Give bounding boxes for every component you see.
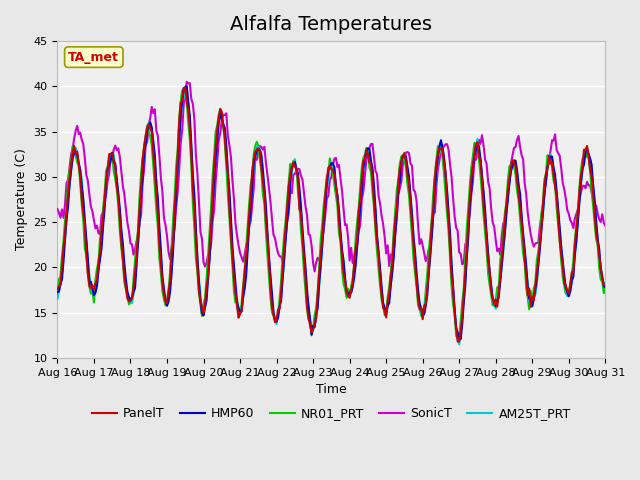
SonicT (183, 79, 191, 84)
HMP60 (183, 84, 191, 89)
HMP60 (367, 158, 375, 164)
SonicT (602, 223, 609, 228)
AM25T_PRT (181, 84, 189, 90)
HMP60 (538, 228, 545, 234)
NR01_PRT (181, 85, 189, 91)
HMP60 (397, 159, 405, 165)
Title: Alfalfa Temperatures: Alfalfa Temperatures (230, 15, 433, 34)
PanelT (54, 286, 61, 292)
NR01_PRT (68, 144, 76, 149)
Line: SonicT: SonicT (58, 82, 605, 272)
SonicT (538, 213, 545, 218)
AM25T_PRT (538, 223, 545, 229)
HMP60 (68, 156, 76, 161)
Line: NR01_PRT: NR01_PRT (58, 88, 605, 337)
AM25T_PRT (456, 342, 463, 348)
NR01_PRT (538, 211, 545, 216)
PanelT (156, 243, 163, 249)
NR01_PRT (367, 168, 375, 174)
SonicT (68, 145, 76, 151)
AM25T_PRT (367, 157, 375, 163)
HMP60 (156, 225, 163, 230)
NR01_PRT (397, 153, 405, 159)
Legend: PanelT, HMP60, NR01_PRT, SonicT, AM25T_PRT: PanelT, HMP60, NR01_PRT, SonicT, AM25T_P… (87, 402, 576, 425)
PanelT (454, 339, 461, 345)
NR01_PRT (602, 281, 609, 287)
HMP60 (457, 336, 465, 342)
PanelT (397, 159, 405, 165)
HMP60 (602, 284, 609, 290)
PanelT (538, 224, 545, 229)
NR01_PRT (54, 294, 61, 300)
NR01_PRT (385, 284, 393, 290)
SonicT (54, 206, 61, 212)
NR01_PRT (454, 335, 461, 340)
Line: HMP60: HMP60 (58, 86, 605, 339)
AM25T_PRT (397, 158, 405, 164)
X-axis label: Time: Time (316, 383, 347, 396)
AM25T_PRT (156, 231, 163, 237)
HMP60 (54, 289, 61, 295)
SonicT (369, 141, 376, 146)
PanelT (68, 151, 76, 156)
Line: PanelT: PanelT (58, 87, 605, 342)
PanelT (602, 281, 609, 287)
PanelT (181, 84, 189, 90)
AM25T_PRT (54, 296, 61, 301)
Line: AM25T_PRT: AM25T_PRT (58, 87, 605, 345)
SonicT (387, 252, 394, 257)
AM25T_PRT (602, 279, 609, 285)
Text: TA_met: TA_met (68, 50, 119, 64)
HMP60 (385, 300, 393, 306)
PanelT (385, 291, 393, 297)
SonicT (156, 153, 163, 159)
AM25T_PRT (385, 294, 393, 300)
SonicT (399, 161, 407, 167)
PanelT (367, 159, 375, 165)
Y-axis label: Temperature (C): Temperature (C) (15, 148, 28, 251)
NR01_PRT (156, 255, 163, 261)
SonicT (311, 269, 319, 275)
AM25T_PRT (68, 155, 76, 160)
